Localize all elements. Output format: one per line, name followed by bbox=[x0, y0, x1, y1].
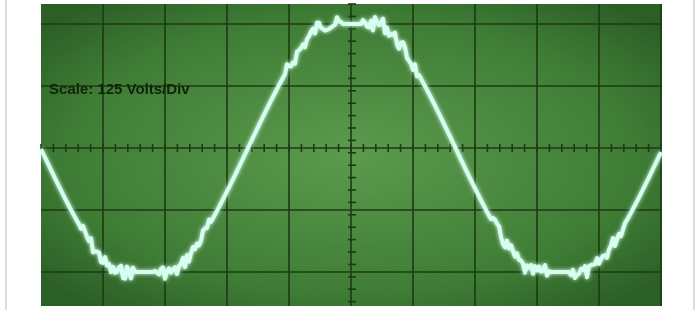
scale-annotation: Scale: 125 Volts/Div bbox=[49, 81, 190, 98]
oscilloscope-photo: Scale: 125 Volts/Div bbox=[0, 0, 700, 310]
page: Scale: 125 Volts/Div (() => { const data… bbox=[0, 0, 700, 310]
